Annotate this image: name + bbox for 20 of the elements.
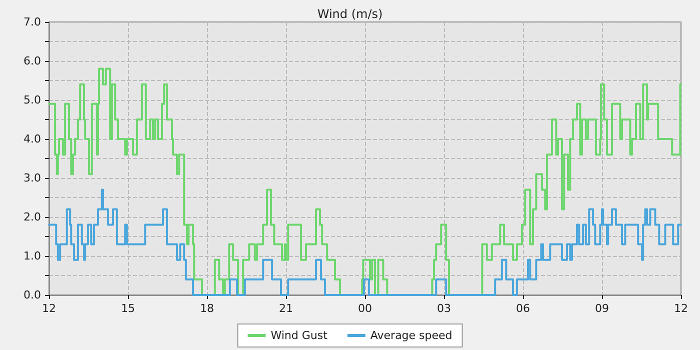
x-tick-label: 12 — [42, 302, 56, 315]
legend-label: Wind Gust — [270, 329, 328, 342]
y-tick-label: 3.0 — [24, 172, 41, 184]
x-tick-label: 06 — [516, 302, 530, 315]
x-tick-label: 09 — [595, 302, 609, 315]
y-tick-label: 2.0 — [24, 210, 41, 224]
x-tick-label: 18 — [200, 302, 214, 315]
legend-label: Average speed — [370, 329, 452, 342]
y-tick-label: 4.0 — [24, 132, 41, 146]
y-tick-label: 0.0 — [24, 288, 41, 302]
chart-title: Wind (m/s) — [317, 7, 383, 21]
y-tick-label: 7.0 — [24, 16, 41, 28]
x-tick-label: 15 — [121, 302, 135, 315]
y-tick-label: 6.0 — [24, 54, 41, 68]
x-tick-label: 21 — [279, 302, 293, 315]
x-tick-label: 03 — [437, 302, 451, 315]
x-tick-label: 00 — [358, 302, 372, 315]
y-tick-label: 1.0 — [24, 250, 41, 262]
y-tick-label: 5.0 — [24, 94, 41, 106]
x-tick-label: 12 — [674, 302, 688, 315]
